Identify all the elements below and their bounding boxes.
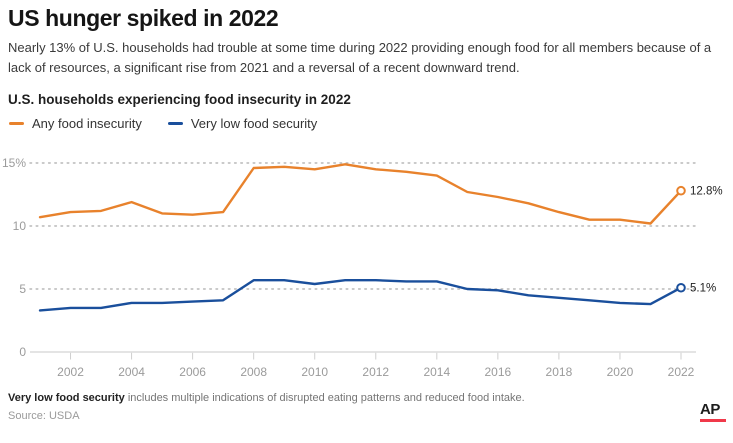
page-subtitle: Nearly 13% of U.S. households had troubl… (8, 40, 712, 75)
x-axis-label: 2014 (423, 365, 450, 379)
page-title: US hunger spiked in 2022 (8, 5, 279, 31)
chart-title: U.S. households experiencing food insecu… (8, 92, 351, 107)
legend-label: Any food insecurity (32, 116, 142, 131)
footnote-bold: Very low food security (8, 392, 125, 404)
x-axis-label: 2006 (179, 365, 206, 379)
x-axis-label: 2008 (240, 365, 267, 379)
end-point-marker (676, 282, 686, 293)
x-axis-label: 2020 (607, 365, 634, 379)
legend-item-very-low-food-security: Very low food security (167, 116, 318, 131)
footnote-text: includes multiple indications of disrupt… (124, 392, 525, 404)
y-axis-label: 10 (13, 219, 27, 233)
x-axis-label: 2022 (668, 365, 695, 379)
x-axis-label: 2016 (485, 365, 512, 379)
x-axis-label: 2018 (546, 365, 573, 379)
end-point-marker (676, 185, 686, 196)
legend-swatch-icon (9, 122, 24, 125)
ap-logo-text: AP (700, 401, 720, 418)
end-value-label: 12.8% (690, 186, 723, 198)
series-line-very-low-food-security (38, 279, 683, 312)
legend-swatch-icon (167, 122, 183, 125)
y-axis-label: 0 (19, 345, 26, 359)
x-axis-label: 2012 (362, 365, 389, 379)
chart-footnote: Very low food security includes multiple… (8, 392, 525, 404)
x-axis-label: 2010 (301, 365, 328, 379)
x-axis-label: 2002 (57, 365, 84, 379)
y-axis-label: 15% (2, 156, 26, 170)
end-value-label: 5.1% (690, 283, 716, 295)
legend-item-any-food-insecurity: Any food insecurity (9, 116, 142, 131)
ap-logo-red-bar (700, 419, 726, 422)
source-line: Source: USDA (8, 410, 80, 422)
chart-legend: Any food insecurity Very low food securit… (9, 116, 317, 131)
x-axis-label: 2004 (118, 365, 145, 379)
ap-logo: AP (700, 402, 726, 422)
series-line-any-food-insecurity (38, 163, 683, 225)
legend-label: Very low food security (190, 116, 318, 131)
y-axis-label: 5 (19, 282, 26, 296)
